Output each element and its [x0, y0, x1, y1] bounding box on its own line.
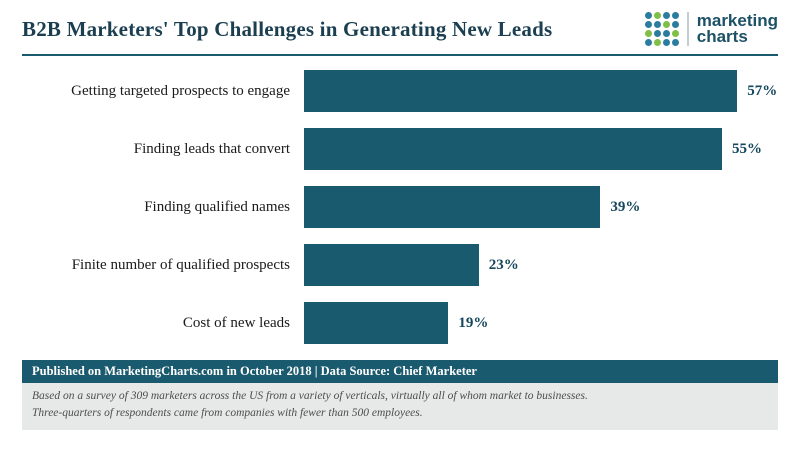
- bar: [304, 244, 479, 286]
- bar-value-label: 55%: [732, 140, 762, 157]
- logo-dot-green: [653, 12, 661, 19]
- logo-dot-blue: [644, 12, 652, 19]
- chart-row: Finding qualified names 39%: [22, 178, 778, 236]
- bar-area: 23%: [304, 244, 778, 286]
- logo-word-marketing: marketing: [696, 11, 778, 30]
- logo-dot-blue: [671, 21, 679, 28]
- logo-wordmark: marketing charts: [696, 11, 778, 46]
- chart-page: B2B Marketers' Top Challenges in Generat…: [22, 0, 778, 430]
- footnote-line-2: Three-quarters of respondents came from …: [32, 407, 423, 420]
- logo-dot-blue: [671, 12, 679, 19]
- bar-category-label: Cost of new leads: [182, 314, 290, 331]
- logo-dot-blue: [671, 39, 679, 46]
- logo-dot-blue: [644, 21, 652, 28]
- bar-value-label: 23%: [488, 256, 519, 273]
- bar-value-label: 57%: [747, 82, 778, 99]
- bar-chart: Getting targeted prospects to engage 57% F…: [22, 62, 778, 352]
- logo-dots-icon: [644, 12, 679, 46]
- bar-category-label: Getting targeted prospects to engage: [71, 82, 290, 99]
- logo-dot-green: [644, 30, 652, 37]
- logo-dot-blue: [653, 21, 661, 28]
- page-title: B2B Marketers' Top Challenges in Generat…: [22, 16, 553, 41]
- chart-row: Finding leads that convert 55%: [22, 120, 778, 178]
- logo-dot-green: [671, 30, 679, 37]
- bar-category-label: Finding qualified names: [144, 198, 290, 215]
- bar-area: 19%: [304, 302, 778, 344]
- bar: [304, 302, 449, 344]
- logo-dot-green: [662, 21, 670, 28]
- bar-category-label: Finite number of qualified prospects: [71, 256, 290, 273]
- marketingcharts-logo: marketing charts: [644, 11, 778, 46]
- bar-area: 39%: [304, 186, 778, 228]
- bar-value-label: 19%: [458, 314, 489, 331]
- logo-word-charts: charts: [696, 27, 748, 46]
- bar-area: 57%: [304, 70, 778, 112]
- bar-value-label: 39%: [610, 198, 641, 215]
- chart-row: Finite number of qualified prospects 23%: [22, 236, 778, 294]
- logo-dot-blue: [653, 30, 661, 37]
- header: B2B Marketers' Top Challenges in Generat…: [22, 0, 778, 56]
- logo-divider: [686, 12, 689, 46]
- footnotes: Based on a survey of 309 marketers acros…: [22, 383, 778, 430]
- logo-dot-blue: [662, 30, 670, 37]
- chart-row: Getting targeted prospects to engage 57%: [22, 62, 778, 120]
- logo-dot-blue: [644, 39, 652, 46]
- bar: [304, 186, 601, 228]
- logo-dot-green: [653, 39, 661, 46]
- footnote-line-1: Based on a survey of 309 marketers acros…: [32, 390, 588, 402]
- chart-row: Cost of new leads 19%: [22, 294, 778, 352]
- bar: [304, 128, 722, 170]
- logo-dot-blue: [662, 12, 670, 19]
- bar-category-label: Finding leads that convert: [133, 140, 290, 157]
- bar-area: 55%: [304, 128, 778, 170]
- publish-info-bar: Published on MarketingCharts.com in Octo…: [22, 360, 778, 383]
- logo-dot-blue: [662, 39, 670, 46]
- publish-info-text: Published on MarketingCharts.com in Octo…: [32, 364, 477, 378]
- bar: [304, 70, 738, 112]
